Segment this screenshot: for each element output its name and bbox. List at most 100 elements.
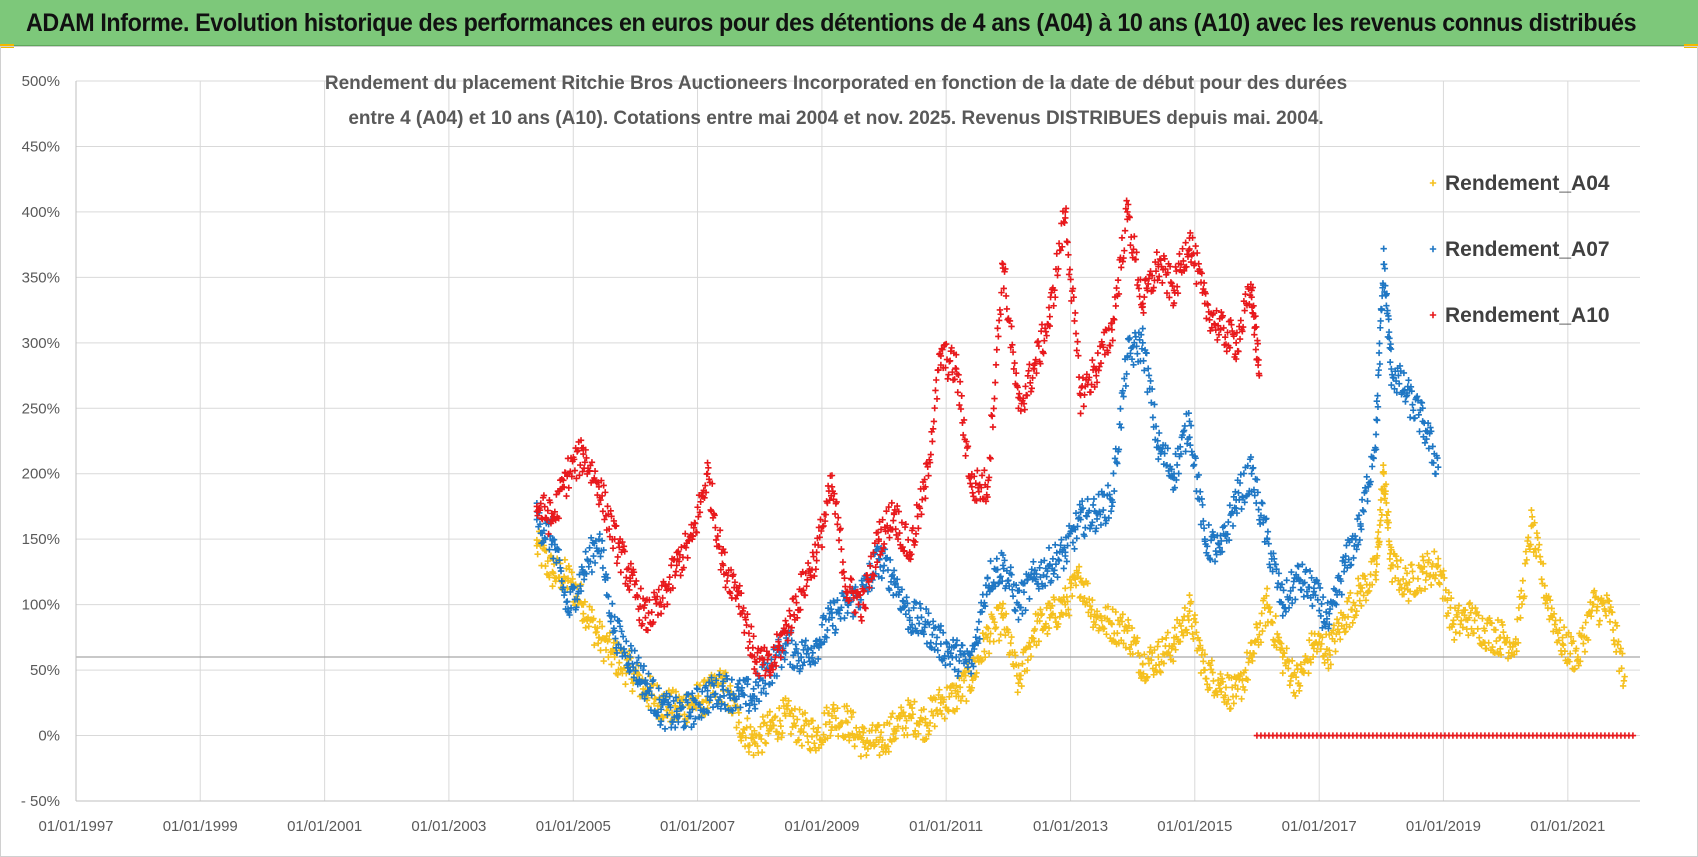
data-marker — [1545, 593, 1552, 600]
data-marker — [762, 690, 770, 697]
data-marker — [1177, 261, 1185, 268]
chart-title-line-2: entre 4 (A04) et 10 ans (A10). Cotations… — [348, 108, 1323, 129]
data-marker — [982, 498, 990, 505]
data-marker — [884, 566, 892, 574]
data-marker — [1279, 612, 1286, 619]
data-marker — [921, 624, 928, 631]
data-marker — [1092, 366, 1099, 373]
data-marker — [645, 609, 652, 617]
data-marker — [812, 566, 820, 573]
data-marker — [1221, 334, 1229, 341]
data-marker — [995, 333, 1002, 340]
data-marker — [1058, 536, 1065, 543]
data-marker — [712, 536, 720, 544]
data-marker — [1282, 608, 1290, 615]
data-marker — [1536, 541, 1543, 548]
data-marker — [602, 571, 610, 578]
data-marker — [1357, 520, 1364, 528]
data-marker — [1456, 630, 1463, 637]
data-marker — [885, 503, 892, 511]
data-marker — [1089, 356, 1096, 364]
data-marker — [992, 361, 1000, 369]
data-marker — [994, 325, 1001, 332]
data-marker — [596, 530, 603, 538]
data-marker — [709, 703, 717, 711]
data-marker — [743, 724, 750, 731]
data-marker — [1118, 618, 1126, 625]
data-marker — [974, 467, 981, 474]
data-marker — [904, 697, 912, 704]
data-marker — [929, 631, 936, 638]
data-marker — [712, 690, 719, 697]
data-marker — [984, 493, 991, 501]
data-marker — [1204, 301, 1212, 309]
data-marker — [1076, 390, 1084, 397]
data-marker — [631, 647, 638, 654]
data-marker — [692, 715, 699, 722]
data-marker — [877, 551, 884, 559]
data-marker — [1062, 585, 1069, 592]
data-marker — [650, 619, 657, 626]
data-marker — [992, 379, 999, 386]
data-marker — [1345, 556, 1353, 563]
data-marker — [903, 717, 910, 724]
data-marker — [1130, 361, 1137, 369]
data-marker — [1395, 380, 1403, 387]
data-marker — [967, 480, 974, 487]
data-point — [580, 450, 587, 458]
data-marker — [1137, 276, 1144, 283]
data-marker — [908, 621, 916, 628]
data-marker — [1249, 284, 1256, 291]
data-marker — [1166, 263, 1174, 270]
data-marker — [1560, 641, 1567, 649]
series-rendement-a10 — [533, 197, 1637, 739]
data-marker — [612, 522, 620, 530]
data-marker — [1028, 385, 1035, 392]
data-marker — [1161, 450, 1168, 457]
data-marker — [1360, 508, 1367, 515]
data-marker — [1187, 422, 1195, 429]
data-marker — [1270, 555, 1278, 563]
data-marker — [1251, 492, 1258, 499]
data-marker — [1255, 356, 1262, 364]
data-marker — [692, 520, 699, 527]
data-marker — [1197, 488, 1204, 495]
data-marker — [1466, 599, 1474, 607]
data-marker — [1008, 323, 1015, 330]
data-marker — [1107, 342, 1114, 349]
data-marker — [1251, 331, 1258, 338]
data-marker — [874, 529, 882, 536]
data-marker — [928, 708, 935, 715]
data-marker — [760, 685, 767, 692]
data-marker — [1012, 607, 1019, 615]
data-marker — [544, 507, 552, 514]
data-marker — [809, 649, 816, 656]
data-marker — [1057, 542, 1064, 549]
data-marker — [948, 344, 955, 352]
data-marker — [1071, 545, 1078, 553]
data-marker — [1114, 629, 1121, 637]
data-marker — [828, 472, 836, 479]
data-marker — [602, 646, 610, 654]
data-marker — [1182, 448, 1189, 455]
data-marker — [671, 724, 679, 731]
data-marker — [1236, 479, 1244, 487]
series-rendement-a07 — [533, 245, 1442, 733]
data-marker — [1381, 265, 1389, 272]
data-marker — [1219, 312, 1227, 319]
data-marker — [1241, 307, 1248, 314]
data-marker — [1415, 411, 1422, 418]
data-marker — [1424, 419, 1432, 427]
data-marker — [991, 395, 998, 402]
data-marker — [801, 722, 808, 729]
data-marker — [570, 584, 578, 591]
data-marker — [1606, 618, 1614, 625]
data-marker — [981, 654, 989, 661]
data-marker — [1103, 631, 1110, 638]
data-marker — [599, 508, 607, 515]
data-marker — [1290, 689, 1297, 696]
data-marker — [1409, 401, 1416, 408]
data-marker — [1521, 593, 1528, 600]
data-marker — [595, 501, 603, 508]
data-marker — [1519, 577, 1527, 584]
